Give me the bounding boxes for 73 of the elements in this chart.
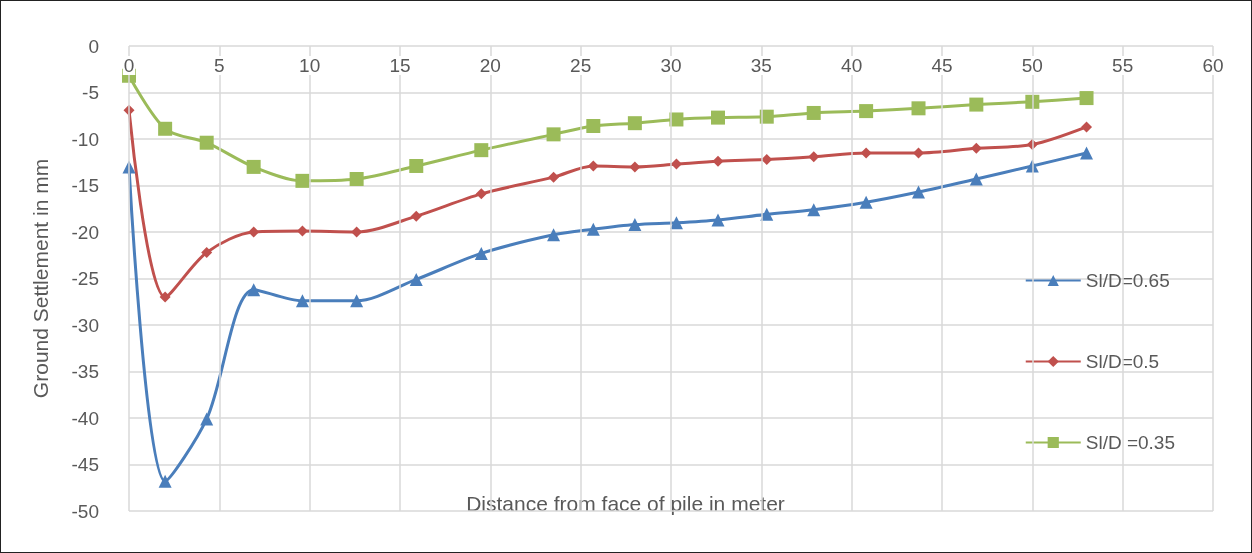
point [806, 105, 821, 120]
point [586, 222, 600, 236]
point [158, 474, 172, 488]
point [710, 110, 725, 125]
y-tick-label: -20 [71, 221, 99, 243]
point [912, 185, 926, 199]
point [199, 135, 214, 150]
x-tick-label: 50 [1021, 55, 1043, 76]
point [246, 159, 261, 174]
point [409, 158, 424, 173]
point [970, 142, 982, 154]
point [409, 272, 423, 286]
y-tick-label: -40 [71, 407, 99, 429]
x-tick-label: 60 [1202, 55, 1224, 76]
x-tick-label: 35 [750, 55, 772, 76]
x-tick-label: 15 [389, 55, 411, 76]
point [1079, 91, 1094, 106]
x-tick-label: 5 [214, 55, 225, 76]
x-tick-label: 10 [299, 55, 321, 76]
x-tick-label: 20 [479, 55, 501, 76]
x-axis-title: Distance from face of pile in meter [466, 492, 785, 515]
x-tick-label: 30 [660, 55, 682, 76]
point [475, 188, 487, 200]
point [1080, 146, 1094, 160]
y-tick-label: -45 [71, 454, 99, 475]
point [859, 195, 873, 209]
point [546, 127, 561, 142]
point [911, 101, 926, 116]
point [627, 116, 642, 131]
y-tick-label: -50 [71, 500, 99, 522]
point [629, 161, 641, 173]
x-tick-label: 0 [123, 55, 135, 76]
point [859, 104, 874, 119]
point [159, 291, 171, 303]
y-tick-label: -30 [71, 314, 99, 336]
point [760, 207, 774, 221]
legend-label: Sl/D=0.65 [1085, 270, 1170, 291]
y-tick-label: -35 [71, 361, 99, 382]
point [349, 171, 364, 186]
y-tick-label: -15 [71, 175, 99, 196]
point [295, 294, 309, 308]
y-tick-label: -25 [71, 268, 99, 289]
point [711, 213, 725, 227]
y-tick-label: 0 [88, 35, 99, 57]
point [158, 121, 173, 136]
y-axis-title: Ground Settlement in mm [29, 158, 52, 399]
point [474, 246, 488, 260]
x-tick-label: 40 [841, 55, 863, 76]
point [350, 294, 364, 308]
legend-label: Sl/D =0.35 [1085, 432, 1175, 453]
y-tick-label: -10 [71, 128, 99, 150]
x-tick-label: 45 [931, 55, 953, 76]
point [628, 218, 642, 232]
x-tick-label: 55 [1112, 55, 1134, 76]
point [808, 151, 820, 163]
point [669, 216, 683, 230]
point [201, 246, 213, 258]
point [295, 173, 310, 188]
point [547, 228, 561, 242]
point [1081, 121, 1093, 133]
y-tick-label: -5 [82, 82, 99, 103]
point [807, 203, 821, 217]
point [474, 143, 489, 158]
point [860, 147, 872, 159]
point [247, 283, 261, 297]
point [410, 210, 422, 222]
point [969, 97, 984, 112]
point [200, 412, 214, 426]
point [548, 171, 560, 183]
x-tick-label: 25 [570, 55, 592, 76]
legend-label: Sl/D=0.5 [1085, 351, 1160, 372]
point [969, 172, 983, 186]
point [586, 118, 601, 133]
